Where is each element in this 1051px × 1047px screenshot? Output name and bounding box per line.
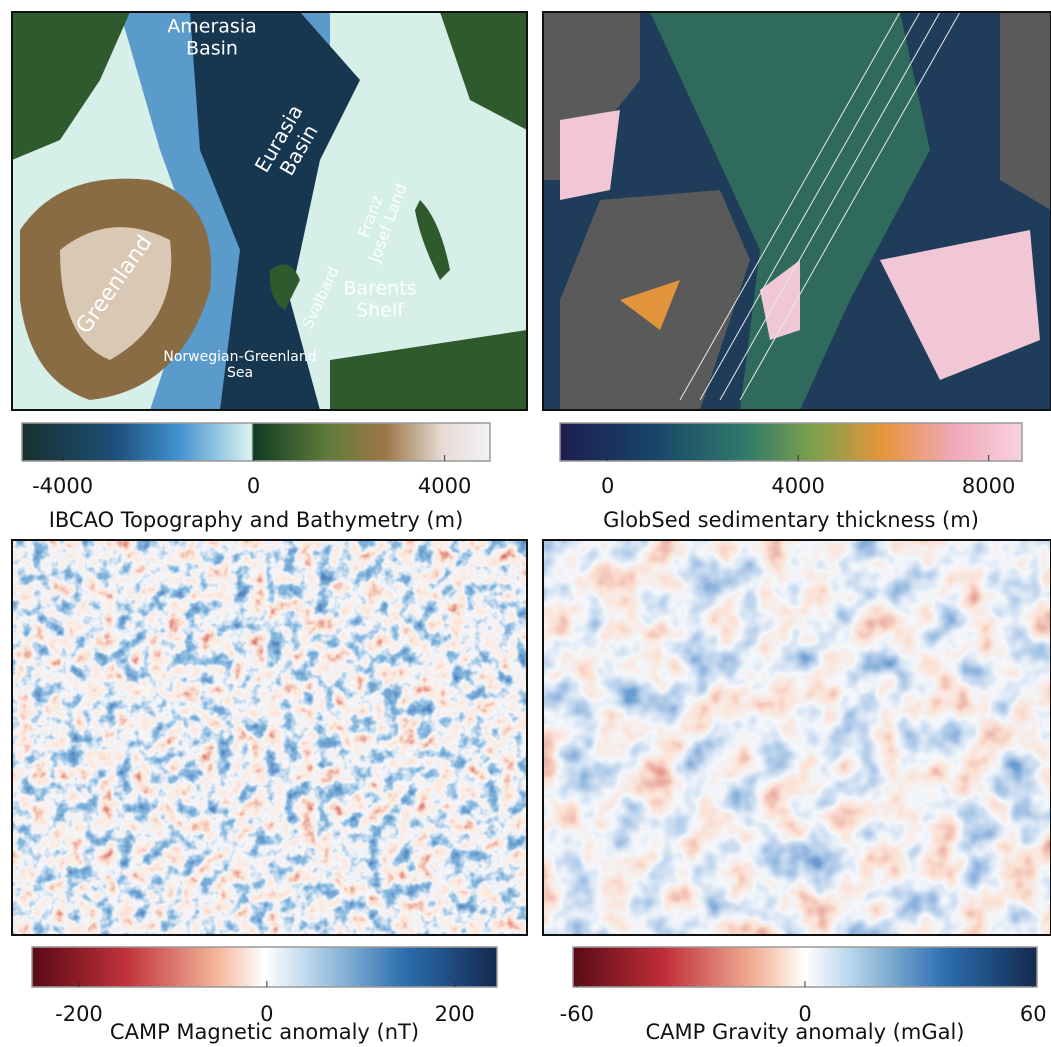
sediment-map [543, 12, 1051, 410]
colorbar-tick-label: 0 [247, 474, 260, 498]
colorbar-tick-label: -4000 [32, 474, 93, 498]
colorbar-tick-label: -200 [55, 1002, 103, 1026]
colorbar-tick-label: 8000 [962, 474, 1015, 498]
colorbar-tick-label: 0 [601, 474, 614, 498]
map-label: Barents [343, 278, 416, 300]
colorbar-title: GlobSed sedimentary thickness (m) [603, 508, 979, 532]
colorbar-tick-label: 4000 [771, 474, 824, 498]
colorbar-tick-label: 4000 [418, 474, 471, 498]
gravity-map [543, 540, 1051, 935]
colorbar-title: CAMP Magnetic anomaly (nT) [110, 1020, 419, 1044]
figure: AmerasiaBasinEurasiaBasinFranzJosef Land… [0, 0, 1051, 1047]
map-label: Basin [186, 37, 238, 59]
map-label: Amerasia [167, 16, 256, 38]
colorbar [560, 423, 1022, 461]
colorbar-tick-label: 60 [1020, 1002, 1047, 1026]
colorbar-tick-label: -60 [560, 1002, 594, 1026]
magnetic-map [12, 540, 527, 935]
colorbar [22, 423, 490, 461]
colorbar-title: CAMP Gravity anomaly (mGal) [646, 1020, 965, 1044]
map-label: Sea [227, 365, 253, 381]
map-label: Norwegian-Greenland [163, 349, 316, 365]
colorbar [32, 947, 497, 987]
colorbar-tick-label: 200 [435, 1002, 475, 1026]
colorbar-title: IBCAO Topography and Bathymetry (m) [49, 508, 464, 532]
map-label: Shelf [356, 299, 405, 321]
